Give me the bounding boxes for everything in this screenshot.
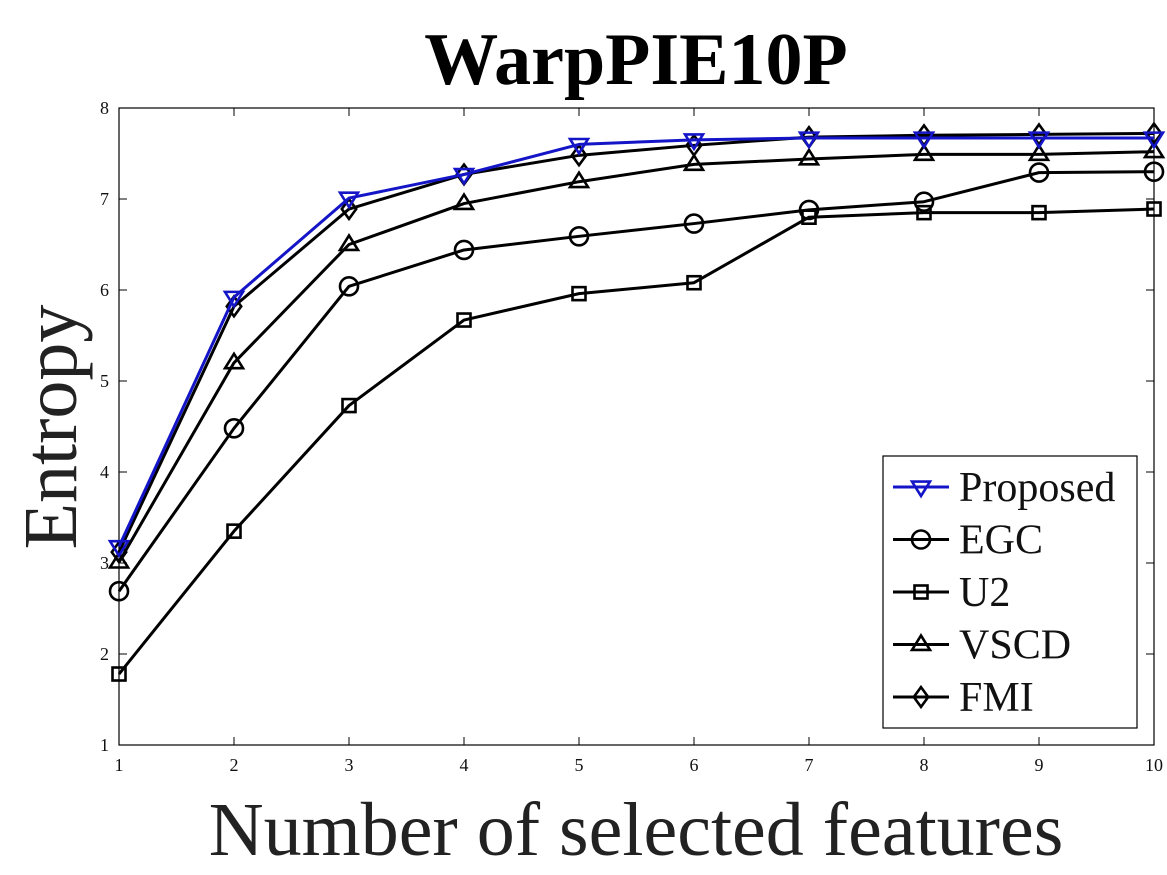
data-point-u2 <box>571 285 587 302</box>
y-tick-label: 3 <box>100 553 109 573</box>
y-tick-label: 4 <box>100 462 109 482</box>
data-point-egc <box>108 580 130 602</box>
series-line-egc <box>117 170 1155 593</box>
data-point-vscd <box>1142 140 1166 159</box>
legend: Proposed EGC U2 VSCD FMI <box>882 455 1138 729</box>
legend-marker-vscd <box>909 633 933 652</box>
y-tick-label: 5 <box>100 371 109 391</box>
data-point-proposed <box>682 133 706 152</box>
y-tick-label: 1 <box>100 735 109 755</box>
x-tick-label: 7 <box>805 755 814 775</box>
data-point-u2 <box>1146 201 1162 217</box>
data-point-u2 <box>111 666 127 682</box>
y-axis-label: Entropy <box>9 305 93 550</box>
data-point-egc <box>683 213 705 234</box>
x-tick-label: 8 <box>920 755 929 775</box>
y-tick-label: 2 <box>100 644 109 664</box>
data-point-proposed <box>1027 131 1051 150</box>
data-point-u2 <box>1031 204 1047 221</box>
legend-label-proposed: Proposed <box>959 465 1115 511</box>
data-point-u2 <box>801 209 817 225</box>
y-tick-label: 8 <box>100 98 109 118</box>
legend-marker-proposed <box>909 480 933 499</box>
data-point-vscd <box>452 192 476 211</box>
data-point-egc <box>453 239 475 261</box>
series-line-proposed <box>117 136 1154 548</box>
data-point-egc <box>1143 161 1165 182</box>
data-point-vscd <box>337 233 361 252</box>
legend-label-fmi: FMI <box>959 675 1034 721</box>
data-point-proposed <box>1142 131 1166 150</box>
y-tick-label: 6 <box>100 280 109 300</box>
data-point-egc <box>913 191 935 213</box>
data-point-fmi <box>225 294 243 319</box>
x-tick-label: 9 <box>1035 755 1044 775</box>
x-tick-label: 6 <box>690 755 699 775</box>
data-point-fmi <box>1145 121 1163 146</box>
legend-marker-egc <box>910 529 932 550</box>
data-point-u2 <box>226 523 242 539</box>
x-tick-label: 3 <box>345 755 354 775</box>
data-point-vscd <box>222 351 246 370</box>
series-line-fmi <box>117 131 1155 553</box>
data-point-proposed <box>797 131 821 150</box>
data-point-vscd <box>567 170 591 189</box>
data-point-u2 <box>456 312 472 328</box>
data-point-vscd <box>912 142 936 162</box>
y-tick-label: 7 <box>100 189 109 209</box>
data-point-egc <box>338 276 360 297</box>
legend-label-u2: U2 <box>959 570 1010 616</box>
legend-marker-fmi <box>912 684 930 710</box>
x-axis-label: Number of selected features <box>209 788 1064 872</box>
series-line-vscd <box>117 150 1155 563</box>
data-point-proposed <box>107 539 131 559</box>
x-tick-label: 2 <box>230 755 239 775</box>
data-point-proposed <box>912 131 936 150</box>
x-tick-label: 5 <box>575 755 584 775</box>
data-point-u2 <box>341 397 357 414</box>
data-point-u2 <box>686 274 702 291</box>
chart-title: WarpPIE10P <box>424 19 847 101</box>
data-point-egc <box>568 226 590 247</box>
data-point-proposed <box>452 167 476 186</box>
data-point-egc <box>1028 162 1050 183</box>
axes-frame <box>118 107 1155 746</box>
data-point-vscd <box>1027 142 1051 162</box>
x-tick-label: 10 <box>1145 755 1163 775</box>
x-tick-label: 4 <box>460 755 469 775</box>
legend-label-egc: EGC <box>959 518 1043 564</box>
data-point-vscd <box>682 152 706 172</box>
series-line-u2 <box>117 207 1155 675</box>
data-point-fmi <box>1030 122 1048 147</box>
legend-label-vscd: VSCD <box>959 623 1071 669</box>
data-point-egc <box>223 418 245 439</box>
data-point-vscd <box>107 550 131 569</box>
data-point-vscd <box>797 147 821 166</box>
data-point-u2 <box>916 204 932 221</box>
data-point-proposed <box>337 191 361 210</box>
data-point-proposed <box>222 290 246 309</box>
plot-area: 1 2 3 4 5 6 7 8 9 10 1 2 3 4 5 6 7 8 <box>100 98 1166 775</box>
data-point-fmi <box>340 196 358 222</box>
data-point-fmi <box>570 143 588 168</box>
data-point-proposed <box>567 137 591 156</box>
legend-marker-u2 <box>913 584 929 600</box>
x-tick-label: 1 <box>115 755 124 775</box>
